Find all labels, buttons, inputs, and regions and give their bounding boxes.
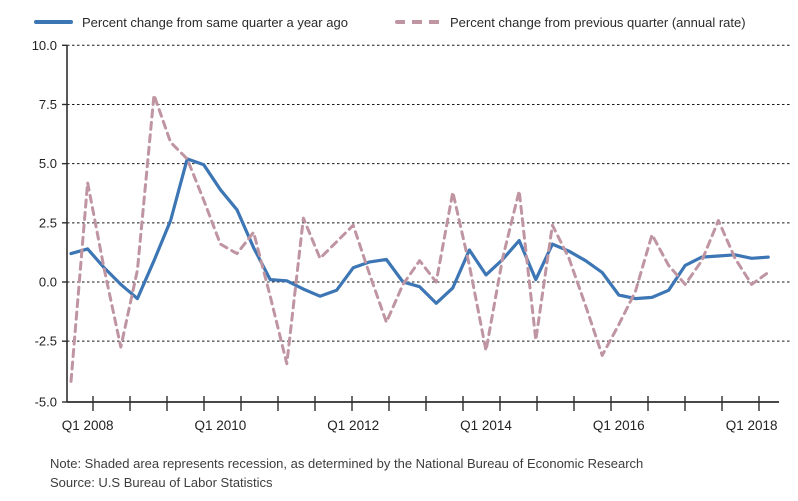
legend-swatch-dashed-line-icon	[395, 20, 441, 24]
legend-swatch-solid-line-icon	[34, 20, 73, 24]
y-axis-tick-label: 10.0	[32, 38, 57, 53]
y-axis-tick-label: 0.0	[39, 275, 57, 290]
y-axis-tick-label: -5.0	[35, 395, 57, 410]
y-axis-tick-label: 5.0	[39, 156, 57, 171]
x-axis-tick-label: Q1 2018	[726, 418, 778, 433]
y-axis-tick-label: 2.5	[39, 215, 57, 230]
x-axis-tick-label: Q1 2010	[195, 418, 247, 433]
y-axis-tick-label: -2.5	[35, 334, 57, 349]
legend-label-yoy: Percent change from same quarter a year …	[82, 14, 348, 30]
chart-note: Note: Shaded area represents recession, …	[50, 456, 644, 471]
legend-item-qoq[interactable]: Percent change from previous quarter (an…	[395, 13, 746, 31]
chart-source: Source: U.S Bureau of Labor Statistics	[50, 475, 273, 490]
legend-item-yoy[interactable]: Percent change from same quarter a year …	[34, 13, 348, 31]
x-axis-tick-label: Q1 2012	[327, 418, 379, 433]
x-axis-tick-label: Q1 2016	[593, 418, 645, 433]
x-axis-tick-label: Q1 2008	[62, 418, 114, 433]
legend-label-qoq: Percent change from previous quarter (an…	[450, 14, 746, 30]
x-axis-tick-label: Q1 2014	[460, 418, 512, 433]
y-axis-tick-label: 7.5	[39, 97, 57, 112]
qoq-line	[69, 93, 770, 383]
